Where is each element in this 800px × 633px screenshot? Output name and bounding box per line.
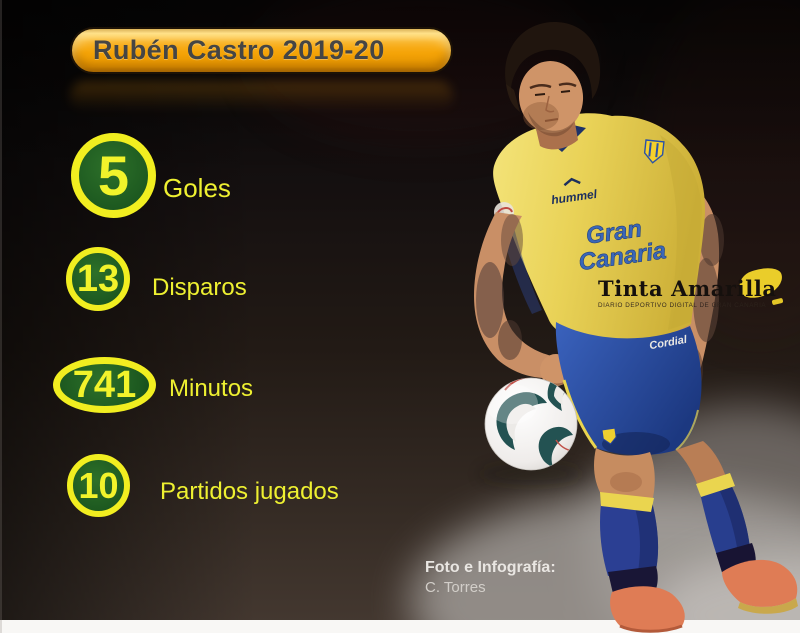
stat-value: 741 (72, 363, 137, 406)
hair (505, 22, 601, 99)
jersey-brand-text: hummel (550, 187, 598, 207)
player-illustration: hummel Gran Canaria (474, 22, 798, 633)
stat-value: 13 (76, 257, 120, 300)
stat-badge-minutes: 741 (53, 357, 156, 413)
jersey-brand-logo: hummel (550, 177, 599, 207)
stat-badge-shots: 13 (66, 247, 130, 311)
credit-block: Foto e Infografía: C. Torres (425, 558, 556, 598)
credit-author: C. Torres (425, 579, 486, 596)
back-boot (722, 559, 798, 607)
face (518, 61, 584, 133)
stat-badge-matches: 10 (67, 454, 130, 517)
jersey (493, 113, 706, 342)
shorts (555, 322, 702, 456)
stat-label-shots: Disparos (152, 274, 247, 301)
stat-badge-goals: 5 (71, 133, 156, 218)
brand-name: Tinta Amarilla (598, 276, 777, 301)
banner-reflection (70, 81, 453, 111)
stat-value: 10 (78, 464, 119, 506)
front-boot (610, 586, 685, 632)
brand-logo: Tinta Amarilla DIARIO DEPORTIVO DIGITAL … (585, 262, 800, 317)
stat-value: 5 (97, 144, 130, 207)
bottom-strip (0, 620, 800, 633)
stat-label-minutes: Minutos (169, 375, 254, 402)
soccer-ball (484, 377, 578, 471)
jersey-sponsor: Gran Canaria (577, 215, 669, 276)
shorts-crest (601, 427, 617, 445)
credit-heading: Foto e Infografía: (425, 559, 556, 576)
page-title: Rubén Castro 2019-20 (93, 35, 385, 65)
club-crest (643, 139, 665, 164)
title-banner: Rubén Castro 2019-20 (70, 27, 453, 74)
stat-label-matches: Partidos jugados (160, 478, 339, 505)
stat-label-goals: Goles (163, 173, 231, 203)
brand-tagline: DIARIO DEPORTIVO DIGITAL DE GRAN CANARIA (598, 302, 767, 309)
